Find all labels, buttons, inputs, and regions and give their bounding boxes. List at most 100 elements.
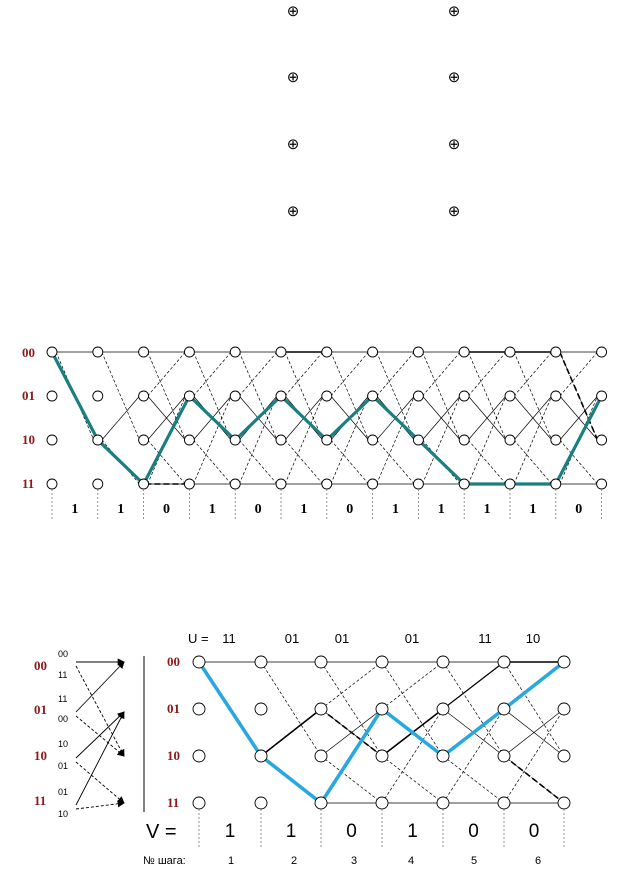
trellis-node	[183, 434, 195, 446]
trellis-branch	[320, 661, 383, 710]
state-label: 01	[167, 701, 180, 716]
state-label: 00	[167, 654, 180, 669]
trellis-branch	[513, 439, 553, 485]
legend-arrow	[75, 711, 125, 806]
legend-state: 00	[34, 658, 47, 673]
u-pair: 01	[405, 631, 419, 646]
trellis-branch	[381, 661, 444, 757]
trellis-branch	[101, 395, 140, 441]
trellis-node	[138, 390, 150, 402]
v-bit: 0	[529, 821, 540, 842]
trellis-node	[314, 702, 328, 716]
trellis-node	[321, 390, 333, 402]
trellis-branch	[467, 351, 507, 441]
trellis-branch	[330, 395, 369, 485]
trellis-branch	[422, 351, 461, 397]
trellis-1-survivor-path	[50, 351, 604, 486]
legend-output: 00	[58, 649, 68, 659]
input-bit: 1	[117, 502, 124, 517]
trellis-branch	[442, 661, 505, 757]
step-number: 4	[408, 855, 414, 867]
trellis-branch	[467, 439, 507, 485]
trellis-branch	[513, 351, 553, 397]
input-bit: 1	[529, 502, 536, 517]
trellis-node	[92, 390, 104, 402]
xor-symbol: ⊕	[287, 203, 300, 220]
trellis-node	[138, 346, 150, 358]
legend-output: 01	[58, 787, 68, 797]
v-bits: 1 1 0 1 0 0	[198, 809, 565, 848]
trellis-node	[375, 702, 389, 716]
trellis-node	[436, 796, 450, 810]
trellis-branch	[381, 661, 444, 710]
trellis-node	[254, 796, 268, 810]
input-bit: 0	[163, 502, 170, 517]
trellis-node	[138, 434, 150, 446]
step-number: 1	[228, 855, 234, 867]
state-label: 10	[22, 432, 35, 447]
trellis-node	[550, 346, 562, 358]
trellis-node	[46, 346, 58, 358]
trellis-branch	[238, 439, 278, 485]
xor-symbol: ⊕	[287, 3, 300, 20]
trellis-branch	[284, 351, 324, 397]
legend-state: 01	[34, 702, 47, 717]
trellis-branch	[513, 395, 553, 485]
trellis-node	[321, 434, 333, 446]
v-bit: 0	[346, 821, 357, 842]
trellis-branch	[193, 351, 232, 441]
trellis-2-state-labels: 00 01 10 11	[167, 654, 180, 810]
trellis-branch	[147, 395, 186, 441]
trellis-branch	[376, 351, 415, 441]
legend-arrow	[75, 715, 125, 757]
trellis-node	[367, 346, 379, 358]
u-pair: 11	[222, 631, 236, 646]
trellis-node	[375, 796, 389, 810]
u-pairs: 11 01 01 01 11 10	[222, 631, 540, 646]
trellis-branch-emph	[442, 661, 505, 710]
trellis-branch	[422, 395, 461, 441]
trellis-node	[458, 478, 470, 490]
trellis-branch	[193, 439, 232, 485]
u-pair: 01	[285, 631, 299, 646]
trellis-node	[557, 702, 571, 716]
trellis-node	[275, 434, 287, 446]
state-label: 01	[22, 388, 35, 403]
trellis-branch-emph	[559, 351, 599, 441]
trellis-node	[497, 702, 511, 716]
trellis-node	[46, 478, 58, 490]
trellis-branch	[442, 708, 505, 804]
legend-output: 10	[58, 809, 68, 819]
trellis-node	[314, 796, 328, 810]
trellis-branch	[101, 351, 140, 441]
step-number: 3	[351, 855, 357, 867]
legend-arrow	[75, 711, 125, 759]
u-pair: 10	[526, 631, 540, 646]
trellis-branch	[442, 755, 505, 804]
trellis-branch	[330, 439, 369, 485]
trellis-node	[458, 346, 470, 358]
trellis-branch	[467, 351, 507, 397]
legend-output: 11	[58, 694, 67, 704]
trellis-node	[275, 346, 287, 358]
trellis-node	[458, 434, 470, 446]
trellis-branch	[238, 351, 278, 397]
v-bit: 1	[407, 821, 418, 842]
trellis-branch	[284, 351, 324, 441]
v-bit: 0	[468, 821, 479, 842]
input-bit: 0	[346, 502, 353, 517]
xor-symbol: ⊕	[448, 3, 461, 20]
trellis-branch	[193, 395, 232, 485]
legend-state: 10	[34, 748, 47, 763]
trellis-node	[596, 434, 608, 446]
xor-symbol: ⊕	[448, 203, 461, 220]
trellis-branch-emph	[320, 708, 383, 757]
trellis-branch	[503, 708, 565, 757]
legend-arrow	[75, 761, 125, 804]
legend-arrow	[75, 800, 125, 810]
trellis-node	[229, 390, 241, 402]
v-label: V =	[146, 821, 177, 843]
trellis-node	[504, 390, 516, 402]
trellis-branch	[147, 351, 186, 397]
